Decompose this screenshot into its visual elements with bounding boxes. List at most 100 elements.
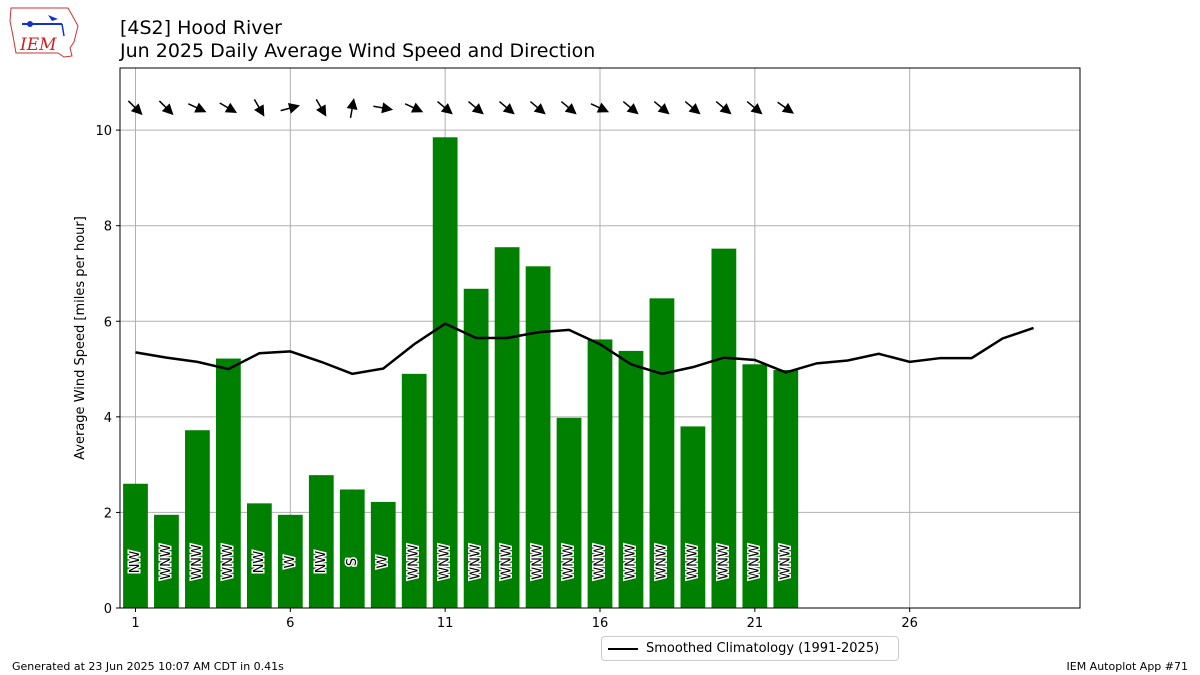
grid-lines [120, 68, 1080, 609]
bar-day-4 [216, 358, 241, 608]
x-tick-label: 6 [286, 616, 294, 631]
wind-arrow-head [130, 103, 143, 116]
wind-arrow-day-6 [280, 102, 300, 114]
wind-arrow-day-7 [315, 98, 327, 117]
wind-arrow-day-9 [373, 102, 394, 114]
direction-label-day-13: WNW [500, 544, 515, 580]
bar-day-15 [556, 417, 582, 608]
direction-label-day-2: WNW [159, 544, 174, 580]
wind-arrow-head [657, 103, 670, 115]
direction-label-day-10: WNW [407, 544, 422, 580]
bar-day-9 [370, 501, 396, 608]
wind-arrow-head [471, 103, 484, 115]
wind-arrow-head [287, 102, 300, 114]
x-tick-label: 26 [901, 616, 918, 631]
y-tick-label: 0 [104, 602, 112, 617]
wind-arrow-head [719, 103, 732, 115]
wind-arrow-head [502, 103, 515, 115]
bars-group [123, 137, 799, 609]
bar-day-19 [680, 426, 706, 608]
direction-label-day-3: WNW [190, 544, 205, 580]
direction-label-day-16: WNW [593, 544, 608, 580]
bar-day-18 [649, 298, 675, 608]
wind-arrow-head [194, 102, 207, 113]
bar-day-21 [742, 364, 768, 608]
bar-day-7 [308, 475, 334, 608]
bar-day-11 [432, 137, 458, 608]
wind-arrow-head [781, 102, 794, 114]
x-tick-label: 16 [592, 616, 609, 631]
direction-label-day-17: WNW [623, 544, 638, 580]
x-tick-label: 11 [437, 616, 454, 631]
direction-label-day-8: S [345, 558, 360, 566]
bar-day-6 [277, 514, 303, 608]
wind-arrow-head [381, 102, 394, 114]
wind-arrow-head [316, 104, 327, 117]
wind-arrow-head [626, 103, 639, 115]
wind-arrow-day-18 [653, 100, 670, 115]
footer-app-text: IEM Autoplot App #71 [1066, 660, 1189, 673]
direction-label-day-6: W [283, 555, 298, 568]
iem-logo: IEM [9, 7, 79, 58]
x-tick-label: 21 [747, 616, 764, 631]
wind-arrow-head [750, 103, 763, 115]
footer-generated-text: Generated at 23 Jun 2025 10:07 AM CDT in… [12, 660, 284, 673]
bar-day-16 [587, 339, 613, 608]
y-axis-label: Average Wind Speed [miles per hour] [73, 216, 88, 460]
wind-arrow-day-21 [746, 100, 763, 115]
iowa-outline-icon [9, 7, 79, 58]
direction-label-day-15: WNW [562, 544, 577, 580]
wind-arrow-head [533, 103, 546, 115]
wind-arrow-day-10 [404, 102, 424, 113]
legend-label-climatology: Smoothed Climatology (1991-2025) [646, 641, 880, 656]
direction-label-day-18: WNW [654, 544, 669, 580]
wind-arrow-day-16 [590, 102, 610, 113]
bar-day-1 [123, 483, 148, 608]
y-tick-label: 8 [104, 220, 112, 235]
bar-day-3 [185, 430, 210, 608]
legend-line-swatch [608, 647, 638, 650]
wind-arrow-day-2 [158, 100, 174, 116]
direction-label-day-20: WNW [716, 544, 731, 580]
wind-arrow-day-3 [188, 102, 207, 113]
logo-text: IEM [19, 35, 57, 55]
bar-day-17 [618, 350, 644, 608]
wind-arrow-day-1 [127, 100, 143, 116]
direction-label-day-19: WNW [685, 544, 700, 580]
legend: Smoothed Climatology (1991-2025) [601, 636, 899, 661]
wind-arrow-day-12 [467, 100, 484, 115]
y-tick-label: 2 [104, 506, 112, 521]
bar-day-13 [494, 247, 520, 608]
bar-day-10 [401, 373, 427, 608]
direction-label-day-21: WNW [747, 544, 762, 580]
bar-day-5 [246, 503, 272, 608]
bar-day-12 [463, 288, 489, 608]
direction-label-day-5: NW [252, 551, 267, 574]
wind-arrow-head [161, 103, 174, 116]
wind-arrow-day-14 [529, 100, 546, 115]
wind-arrow-head [564, 103, 577, 115]
wind-arrow-day-22 [777, 101, 794, 114]
bar-day-14 [525, 266, 551, 608]
x-tick-label: 1 [131, 616, 139, 631]
bar-day-8 [339, 489, 365, 608]
wind-arrows-group [127, 98, 794, 118]
wind-arrow-day-11 [437, 100, 453, 115]
direction-labels-group: NW WNW WNW WNW NW W NW S W WNW WNW WNW WNW WNW WNW WNW W… [126, 543, 794, 582]
direction-label-day-12: WNW [469, 544, 484, 580]
wind-arrow-head [410, 102, 424, 113]
climatology-group [135, 322, 1034, 376]
wind-arrow-head [596, 102, 610, 113]
wind-arrow-day-13 [498, 100, 515, 115]
y-tick-label: 4 [104, 411, 112, 426]
wind-arrow-day-4 [219, 102, 238, 113]
climatology-line [135, 322, 1034, 376]
bar-day-2 [154, 514, 179, 608]
direction-label-day-7: NW [314, 551, 329, 574]
wind-arrow-head [440, 103, 453, 115]
wind-arrow-day-17 [622, 100, 639, 115]
bar-day-22 [773, 370, 799, 608]
chart-title-station: [4S2] Hood River [120, 17, 282, 39]
